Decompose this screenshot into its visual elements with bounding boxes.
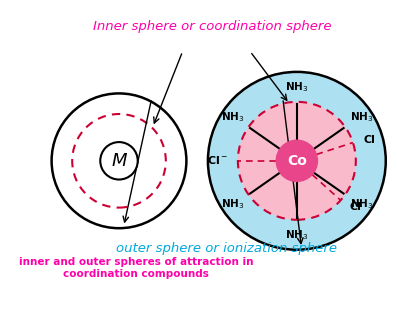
- Text: Cl$^-$: Cl$^-$: [207, 154, 229, 166]
- Text: inner and outer spheres of attraction in
coordination compounds: inner and outer spheres of attraction in…: [19, 257, 253, 279]
- Text: Inner sphere or coordination sphere: Inner sphere or coordination sphere: [93, 21, 332, 33]
- Circle shape: [100, 142, 138, 179]
- Text: NH$_3$: NH$_3$: [285, 228, 308, 242]
- Circle shape: [208, 72, 386, 250]
- Text: NH$_3$: NH$_3$: [221, 197, 244, 211]
- Text: Cl: Cl: [349, 202, 361, 211]
- Text: Co: Co: [287, 154, 307, 168]
- Text: NH$_3$: NH$_3$: [350, 111, 373, 125]
- Text: Cl: Cl: [364, 135, 376, 145]
- Text: NH$_3$: NH$_3$: [285, 80, 308, 94]
- Text: outer sphere or ionization sphere: outer sphere or ionization sphere: [116, 242, 337, 255]
- Text: NH$_3$: NH$_3$: [221, 111, 244, 125]
- Circle shape: [238, 102, 356, 220]
- Text: NH$_3$: NH$_3$: [350, 197, 373, 211]
- Circle shape: [276, 140, 318, 181]
- Text: M: M: [111, 152, 127, 170]
